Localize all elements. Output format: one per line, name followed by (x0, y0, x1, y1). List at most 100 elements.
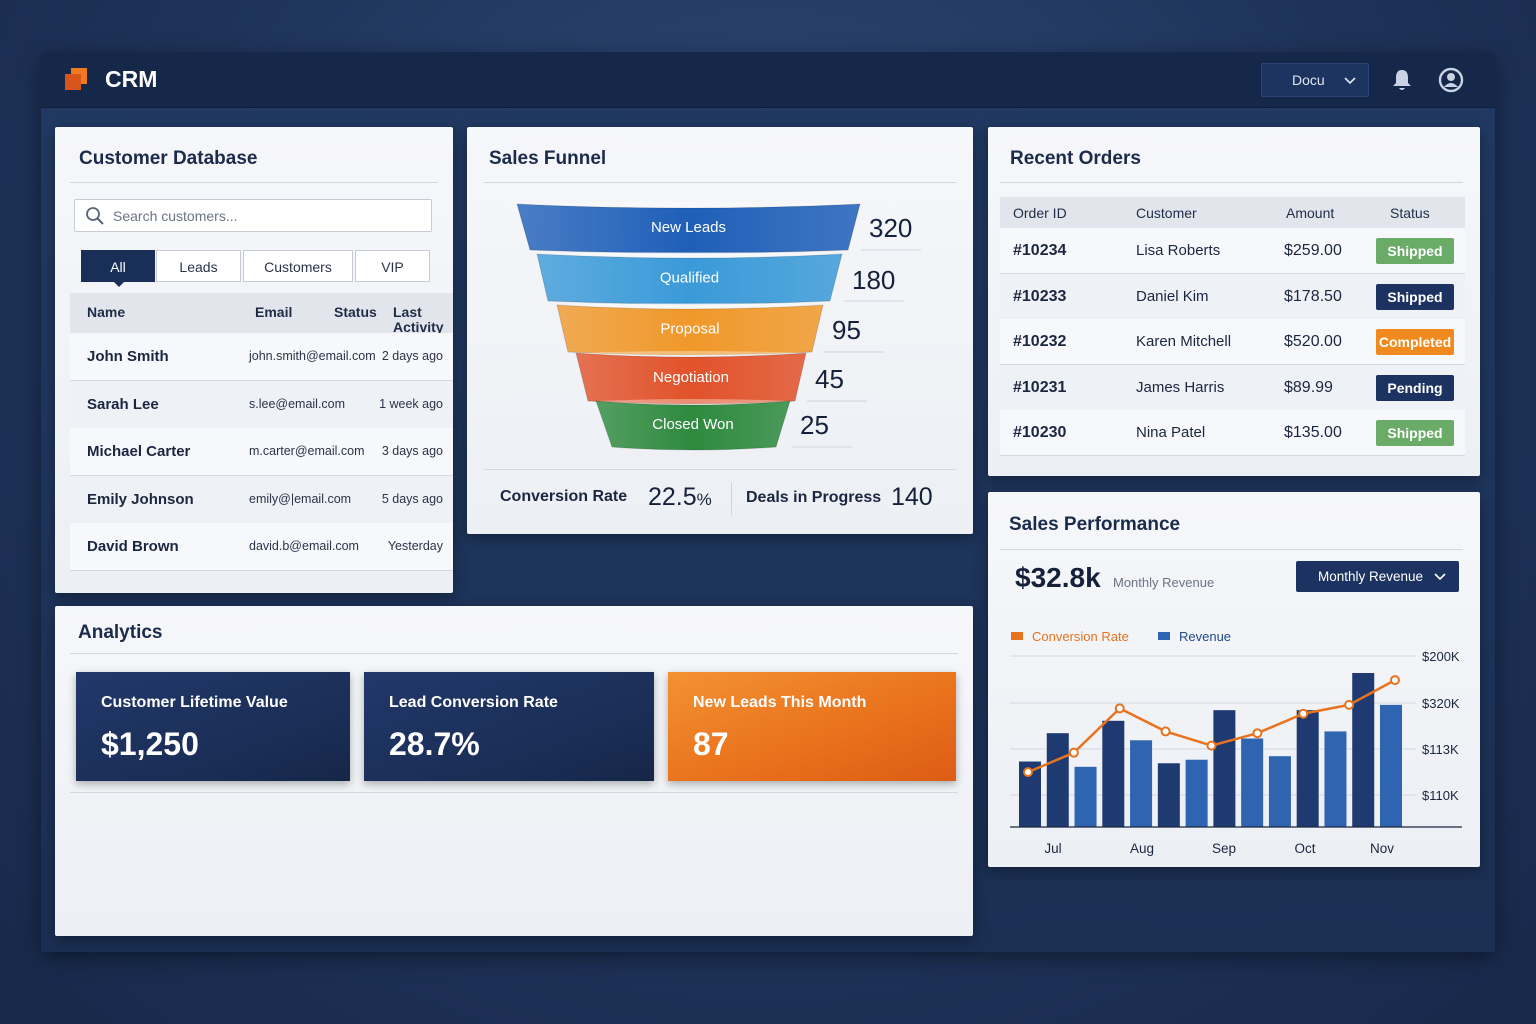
customer-name: John Smith (87, 348, 169, 365)
legend-swatch (1158, 632, 1170, 640)
order-id: #10230 (1013, 424, 1067, 442)
status-text: Pending (1387, 379, 1443, 396)
customer-email: m.carter@email.com (249, 444, 365, 458)
revenue-bar (1241, 738, 1264, 827)
logo-icon (65, 68, 87, 90)
chevron-icon (1434, 573, 1446, 581)
column-header: Status (334, 304, 377, 320)
status-badge: Completed (1376, 329, 1454, 356)
order-amount: $520.00 (1284, 333, 1342, 351)
user-avatar[interactable] (1438, 67, 1464, 93)
vertical-separator (731, 483, 732, 515)
status-badge: Shipped (1376, 420, 1454, 447)
tab[interactable]: VIP (355, 250, 430, 282)
card-title: Sales Performance (1009, 514, 1181, 535)
table-header (1000, 197, 1465, 228)
revenue-bar (1102, 720, 1125, 827)
search-icon (86, 207, 104, 225)
order-id: #10234 (1013, 242, 1067, 259)
lens (86, 207, 100, 221)
tab[interactable]: Leads (156, 250, 241, 282)
metric-label: Lead Conversion Rate (389, 694, 558, 711)
order-amount: $135.00 (1284, 424, 1342, 442)
funnel-stage (536, 253, 843, 305)
workspace-dropdown[interactable]: Docu (1261, 63, 1369, 97)
order-id: #10233 (1013, 287, 1067, 305)
order-customer: Daniel Kim (1136, 287, 1209, 305)
funnel-stage (556, 304, 824, 356)
metric-label: New Leads This Month (693, 694, 867, 711)
brand-name: CRM (105, 66, 158, 92)
notification-bell[interactable] (1390, 68, 1414, 92)
divider (484, 469, 956, 470)
revenue-bar (1268, 756, 1291, 827)
tab[interactable]: Customers (243, 250, 353, 282)
metric-value: 28.7% (389, 726, 480, 762)
column-header: Email (255, 304, 293, 320)
stage-value: 320 (869, 213, 912, 243)
top-bar: CRM Docu (41, 52, 1495, 108)
avatar-head (1447, 73, 1455, 81)
handle (96, 217, 104, 225)
logo-square (65, 74, 81, 90)
stage-highlight (537, 252, 842, 258)
last-activity: 1 week ago (379, 396, 443, 411)
line-point (1344, 699, 1355, 710)
revenue-caption: Monthly Revenue (1113, 575, 1215, 590)
funnel-chart: New Leads 320 Qualified 180 Proposal 95 Negoti… (516, 202, 921, 451)
order-customer: Karen Mitchell (1136, 333, 1232, 351)
card-title: Customer Database (79, 148, 258, 169)
search-box[interactable]: Search customers... (74, 199, 432, 232)
order-customer: Lisa Roberts (1136, 242, 1221, 259)
line-point (1298, 708, 1309, 719)
y-axis-label: $200K (1422, 649, 1460, 664)
recent-orders-card: Recent Orders Order ID Customer Amount Statu… (988, 127, 1480, 476)
revenue-bar (1213, 710, 1236, 827)
table-row (70, 428, 453, 476)
metric-label: Customer Lifetime Value (101, 694, 288, 711)
metric-dropdown[interactable]: Monthly Revenue (1296, 561, 1459, 592)
order-amount: $259.00 (1284, 242, 1342, 259)
line-point (1206, 740, 1217, 751)
status-text: Completed (1378, 334, 1452, 351)
x-axis-label: Jul (1044, 841, 1061, 856)
x-axis-label: Sep (1212, 841, 1236, 856)
stage-value: 180 (852, 265, 895, 295)
revenue-bar (1019, 761, 1041, 827)
revenue-bar (1352, 673, 1375, 827)
customer-email: david.b@email.com (249, 539, 359, 553)
conversion-value: 22.5% (648, 485, 712, 510)
revenue-bar (1157, 763, 1180, 827)
conversion-number: 22.5 (648, 483, 697, 511)
y-axis-label: $110K (1422, 788, 1459, 803)
metric-value: 87 (693, 726, 729, 762)
card-title: Analytics (78, 622, 163, 643)
funnel-stage (595, 400, 791, 451)
divider (1000, 549, 1463, 550)
sales-funnel-card: Sales Funnel New Leads 320 Qualified 180 Prop… (467, 127, 973, 534)
chevron (1434, 573, 1446, 581)
performance-chart: Conversion Rate Revenue $200K $320K $113K $11… (1010, 629, 1462, 856)
tab-pointer (113, 281, 125, 287)
line-point (1160, 726, 1171, 737)
revenue-bar (1296, 710, 1319, 827)
customer-email: emily@|email.com (249, 491, 352, 506)
x-axis-label: Oct (1294, 841, 1315, 856)
sales-performance-card: Sales Performance $32.8k Monthly Revenue Mo… (988, 492, 1480, 867)
divider (70, 182, 438, 183)
x-axis-label: Aug (1130, 841, 1154, 856)
stage-label: New Leads (651, 219, 726, 236)
customer-name: Sarah Lee (87, 395, 159, 413)
conversion-unit: % (696, 490, 712, 509)
table-row (70, 380, 453, 429)
stage-label: Qualified (660, 270, 719, 287)
dropdown-label: Docu (1292, 72, 1325, 88)
revenue-bar (1324, 731, 1347, 827)
order-customer: Nina Patel (1136, 424, 1206, 442)
revenue-value: $32.8k (1015, 562, 1101, 593)
status-badge: Pending (1376, 374, 1454, 401)
revenue-bar (1185, 759, 1208, 827)
tab-active[interactable]: All (81, 250, 155, 287)
legend-label: Conversion Rate (1032, 629, 1129, 644)
